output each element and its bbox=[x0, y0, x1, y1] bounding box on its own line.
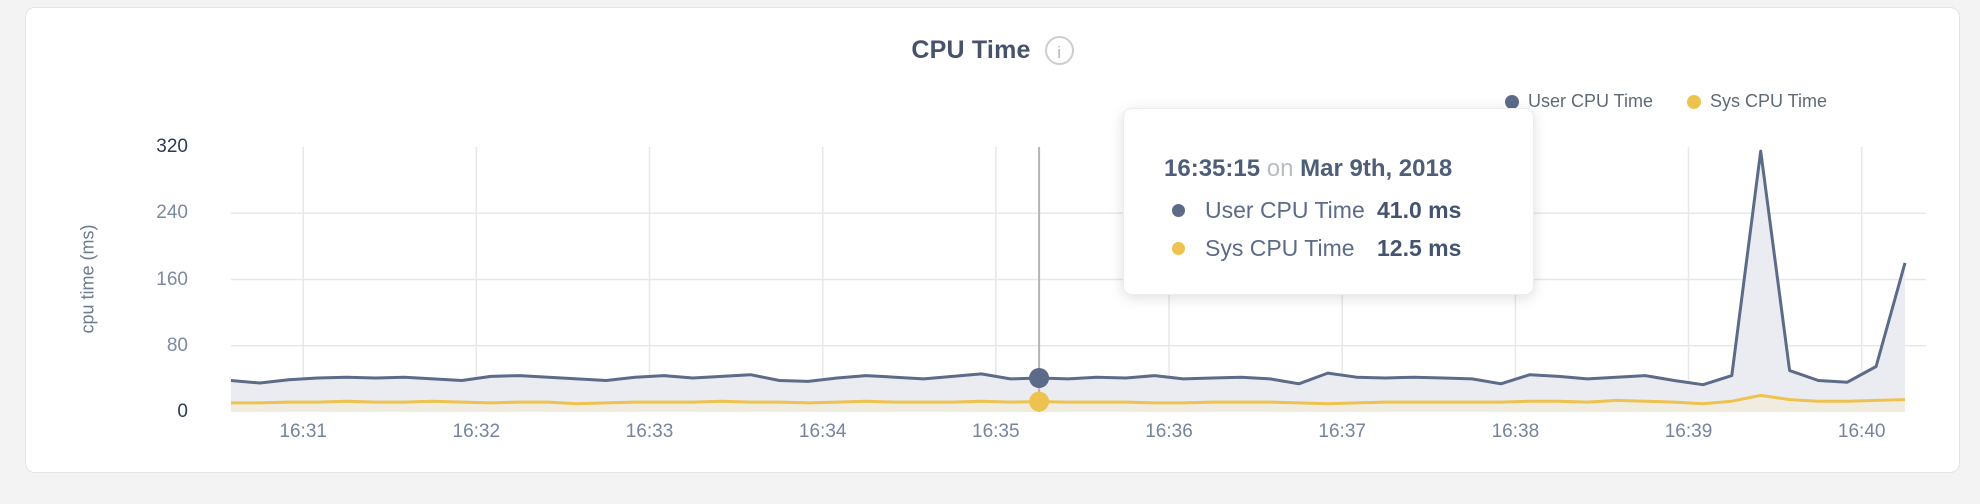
legend-label: Sys CPU Time bbox=[1709, 91, 1827, 111]
chart-header: CPU Time i bbox=[26, 36, 1959, 65]
info-icon[interactable]: i bbox=[1044, 36, 1074, 65]
tooltip-row-sys: Sys CPU Time 12.5 ms bbox=[1172, 231, 1533, 265]
x-axis-tick-label: 16:31 bbox=[279, 421, 327, 442]
x-axis-tick-label: 16:39 bbox=[1664, 421, 1713, 442]
x-axis-tick-label: 16:33 bbox=[625, 421, 674, 442]
cpu-time-chart[interactable] bbox=[26, 8, 1980, 504]
sys-series-dot-icon bbox=[1172, 241, 1185, 255]
x-axis-tick-label: 16:40 bbox=[1837, 421, 1886, 442]
y-axis-tick-label: 80 bbox=[166, 334, 188, 356]
user-series-dot-icon bbox=[1504, 94, 1519, 109]
x-axis-tick-label: 16:38 bbox=[1491, 421, 1540, 442]
tooltip-time: 16:35:15 bbox=[1164, 155, 1261, 182]
user-series-dot-icon bbox=[1172, 203, 1185, 217]
tooltip-series-value: 12.5 ms bbox=[1377, 234, 1462, 261]
legend-item-sys-cpu-time[interactable]: Sys CPU Time bbox=[1686, 91, 1827, 112]
series-area bbox=[231, 151, 1905, 412]
chart-title: CPU Time bbox=[911, 36, 1031, 64]
series-line bbox=[230, 149, 1907, 387]
tooltip-series-label: User CPU Time bbox=[1205, 196, 1365, 223]
tooltip-header: 16:35:15 on Mar 9th, 2018 bbox=[1164, 153, 1533, 185]
chart-tooltip: 16:35:15 on Mar 9th, 2018 User CPU Time … bbox=[1123, 108, 1534, 295]
y-axis-tick-label: 240 bbox=[156, 202, 188, 224]
sys-series-dot-icon bbox=[1686, 94, 1701, 109]
x-axis-tick-label: 16:36 bbox=[1145, 421, 1193, 442]
x-axis-tick-label: 16:32 bbox=[452, 421, 501, 442]
x-axis-tick-label: 16:34 bbox=[798, 421, 847, 442]
tooltip-connector: on bbox=[1266, 155, 1294, 182]
y-axis-tick-label: 0 bbox=[177, 401, 188, 422]
legend-item-user-cpu-time[interactable]: User CPU Time bbox=[1504, 91, 1653, 112]
hover-point[interactable] bbox=[1029, 368, 1050, 388]
x-axis-tick-label: 16:35 bbox=[972, 421, 1020, 442]
series-area bbox=[231, 395, 1905, 412]
chart-legend: User CPU Time Sys CPU Time bbox=[1504, 91, 1827, 112]
tooltip-row-user: User CPU Time 41.0 ms bbox=[1172, 193, 1533, 227]
hover-point[interactable] bbox=[1029, 391, 1050, 412]
legend-label: User CPU Time bbox=[1527, 91, 1653, 111]
x-axis-tick-label: 16:37 bbox=[1318, 421, 1366, 442]
cpu-time-panel: CPU Time i User CPU Time Sys CPU Time cp… bbox=[25, 7, 1960, 473]
tooltip-series-label: Sys CPU Time bbox=[1205, 234, 1355, 261]
y-axis-tick-label: 320 bbox=[156, 136, 188, 157]
tooltip-series-value: 41.0 ms bbox=[1377, 196, 1462, 223]
tooltip-date: Mar 9th, 2018 bbox=[1300, 155, 1453, 182]
y-axis-tick-label: 160 bbox=[156, 268, 188, 290]
series-line bbox=[231, 393, 1906, 406]
